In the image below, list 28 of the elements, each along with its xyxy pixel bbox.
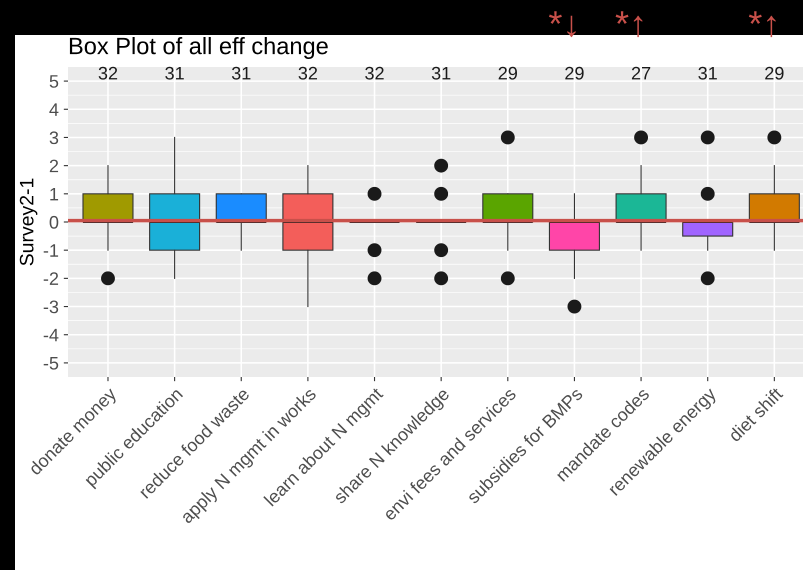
annotation: 32: [365, 66, 384, 80]
x-tick-label: diet shift: [727, 386, 784, 442]
text: *↓: [548, 11, 576, 38]
y-tick-label: 2: [50, 160, 58, 172]
y-tick-label: 1: [50, 188, 58, 200]
annotation: 32: [298, 66, 318, 80]
y-tick-label: -4: [44, 328, 58, 342]
text: *↑: [616, 11, 642, 38]
annotation: 31: [232, 66, 250, 80]
y-tick-label: 0: [50, 216, 58, 229]
annotation: 32: [98, 66, 118, 80]
y-tick-label: 5: [50, 75, 58, 88]
annotation: 29: [498, 66, 517, 80]
chart-title: Box Plot of all eff change: [70, 36, 328, 60]
annotation: 31: [165, 66, 184, 80]
annotation: 27: [632, 66, 650, 80]
y-tick-label: -3: [44, 300, 58, 314]
y-axis-title: Survey2-1: [20, 178, 38, 266]
y-tick-label: -1: [44, 244, 58, 257]
y-tick-label: -5: [44, 357, 58, 370]
text: *↑: [748, 11, 776, 38]
annotation: 29: [565, 66, 584, 80]
y-tick-label: 3: [50, 131, 58, 144]
annotation: 29: [765, 66, 784, 80]
annotation: 31: [432, 66, 450, 80]
y-tick-label: -2: [44, 272, 58, 285]
y-tick-label: 4: [49, 103, 58, 116]
annotation: 31: [698, 66, 717, 80]
